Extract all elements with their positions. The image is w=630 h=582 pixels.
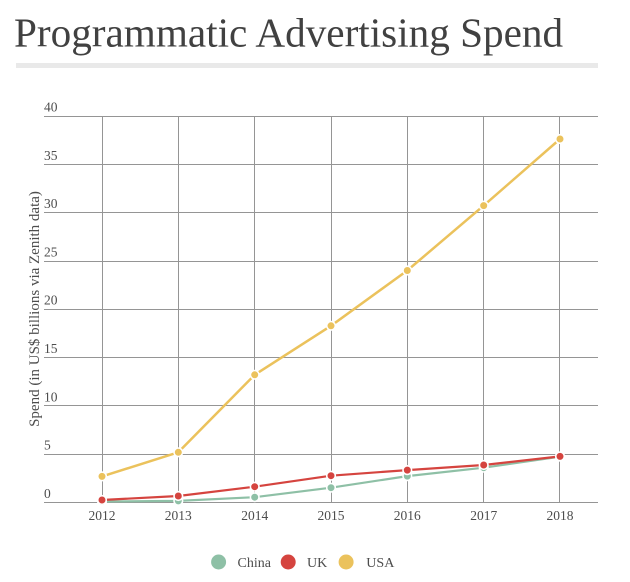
- svg-text:2018: 2018: [547, 508, 574, 523]
- svg-text:2012: 2012: [89, 508, 116, 523]
- svg-text:5: 5: [44, 438, 51, 453]
- svg-text:2013: 2013: [165, 508, 192, 523]
- svg-text:China: China: [238, 556, 272, 571]
- svg-text:20: 20: [44, 293, 58, 308]
- svg-text:2015: 2015: [318, 508, 345, 523]
- svg-text:25: 25: [44, 244, 58, 259]
- svg-text:2017: 2017: [470, 508, 497, 523]
- svg-text:35: 35: [44, 148, 58, 163]
- svg-text:2016: 2016: [394, 508, 421, 523]
- svg-text:2014: 2014: [241, 508, 268, 523]
- svg-text:30: 30: [44, 196, 58, 211]
- svg-text:15: 15: [44, 341, 58, 356]
- svg-text:0: 0: [44, 486, 51, 501]
- svg-text:UK: UK: [307, 556, 327, 571]
- svg-text:USA: USA: [366, 556, 395, 571]
- svg-text:40: 40: [44, 100, 58, 115]
- svg-text:10: 10: [44, 389, 58, 404]
- svg-text:Spend (in US$ billions via Zen: Spend (in US$ billions via Zenith data): [27, 191, 43, 427]
- svg-text:Programmatic Advertising Spend: Programmatic Advertising Spend: [14, 10, 563, 56]
